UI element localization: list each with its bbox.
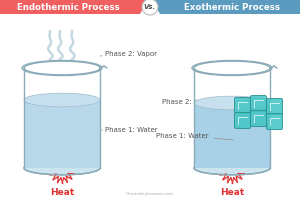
Text: Phase 2: Vapor: Phase 2: Vapor <box>100 51 157 57</box>
Text: Phase 1: Water: Phase 1: Water <box>100 127 158 133</box>
Text: Exothermic Process: Exothermic Process <box>184 2 280 11</box>
Polygon shape <box>24 100 100 168</box>
Polygon shape <box>152 0 300 14</box>
Text: Phase 1: Water: Phase 1: Water <box>156 133 233 140</box>
Text: Heat: Heat <box>220 188 244 197</box>
FancyBboxPatch shape <box>235 112 250 129</box>
Text: Endothermic Process: Endothermic Process <box>17 2 119 11</box>
FancyBboxPatch shape <box>266 98 283 114</box>
Ellipse shape <box>24 93 100 107</box>
Text: Phase 2: Ice: Phase 2: Ice <box>162 99 233 108</box>
FancyBboxPatch shape <box>235 98 250 114</box>
Polygon shape <box>0 0 148 14</box>
Circle shape <box>142 0 158 15</box>
Text: Heat: Heat <box>50 188 74 197</box>
Ellipse shape <box>24 161 100 175</box>
FancyBboxPatch shape <box>266 114 283 130</box>
Text: Vs.: Vs. <box>144 4 156 10</box>
Ellipse shape <box>194 96 270 110</box>
Polygon shape <box>194 103 270 168</box>
FancyBboxPatch shape <box>250 96 266 112</box>
FancyBboxPatch shape <box>250 110 266 127</box>
Ellipse shape <box>194 161 270 175</box>
Text: Chemistrylearner.com: Chemistrylearner.com <box>126 192 174 196</box>
